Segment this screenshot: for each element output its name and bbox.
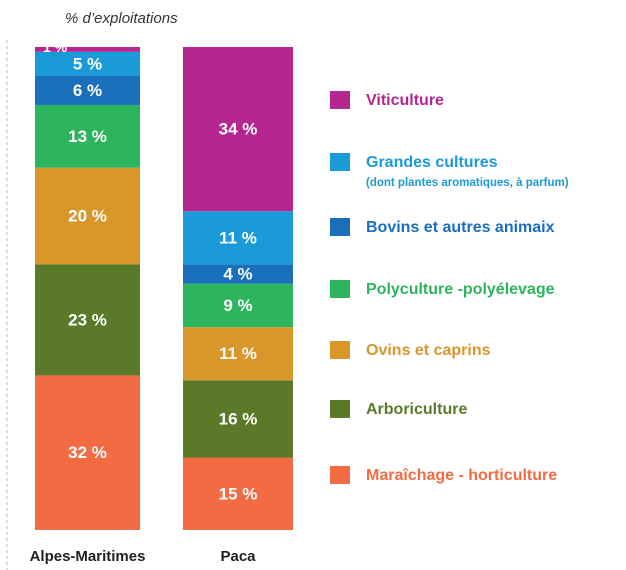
- legend-swatch: [330, 466, 350, 484]
- legend-swatch: [330, 91, 350, 109]
- legend-swatch: [330, 400, 350, 418]
- bar-segment: [35, 47, 140, 52]
- bar-segment: [183, 47, 293, 212]
- bar-segment: [35, 104, 140, 168]
- bar-segment: [183, 457, 293, 530]
- legend-label: Maraîchage - horticulture: [366, 467, 557, 484]
- value-label: 6 %: [73, 81, 102, 100]
- value-label: 34 %: [219, 120, 258, 139]
- legend-label: Viticulture: [366, 92, 444, 109]
- value-label: 15 %: [219, 484, 258, 503]
- value-label: 11 %: [219, 344, 257, 363]
- legend-swatch: [330, 218, 350, 236]
- chart-subtitle: % d’exploitations: [65, 10, 178, 27]
- bar-segment: [183, 211, 293, 265]
- bar-segment: [183, 283, 293, 328]
- value-label: 4 %: [223, 264, 252, 283]
- bar-segment: [183, 264, 293, 284]
- value-label: 5 %: [73, 54, 102, 73]
- legend-label: Ovins et caprins: [366, 342, 491, 359]
- bar-segment: [35, 75, 140, 105]
- x-tick-label: Alpes-Maritimes: [30, 548, 146, 565]
- x-tick-label: Paca: [220, 548, 256, 565]
- value-label: 20 %: [68, 207, 107, 226]
- bar-segment: [35, 375, 140, 530]
- bar-segment: [183, 380, 293, 458]
- legend-label: Polyculture -polyélevage: [366, 281, 555, 298]
- bar-segment: [35, 167, 140, 265]
- value-label: 16 %: [219, 409, 258, 428]
- legend-label: Bovins et autres animaix: [366, 219, 555, 236]
- bar-segment: [183, 327, 293, 381]
- value-label: 23 %: [68, 310, 107, 329]
- value-label: 1 %: [43, 39, 68, 55]
- value-label: 11 %: [219, 228, 257, 247]
- legend-swatch: [330, 153, 350, 171]
- value-label: 13 %: [68, 127, 107, 146]
- legend-swatch: [330, 280, 350, 298]
- value-label: 9 %: [223, 296, 252, 315]
- legend-label: Grandes cultures: [366, 154, 498, 171]
- value-label: 32 %: [68, 443, 107, 462]
- legend-label: Arboriculture: [366, 401, 467, 418]
- bar-segment: [35, 51, 140, 76]
- legend-swatch: [330, 341, 350, 359]
- bar-segment: [35, 264, 140, 376]
- legend-note: (dont plantes aromatiques, à parfum): [366, 177, 569, 189]
